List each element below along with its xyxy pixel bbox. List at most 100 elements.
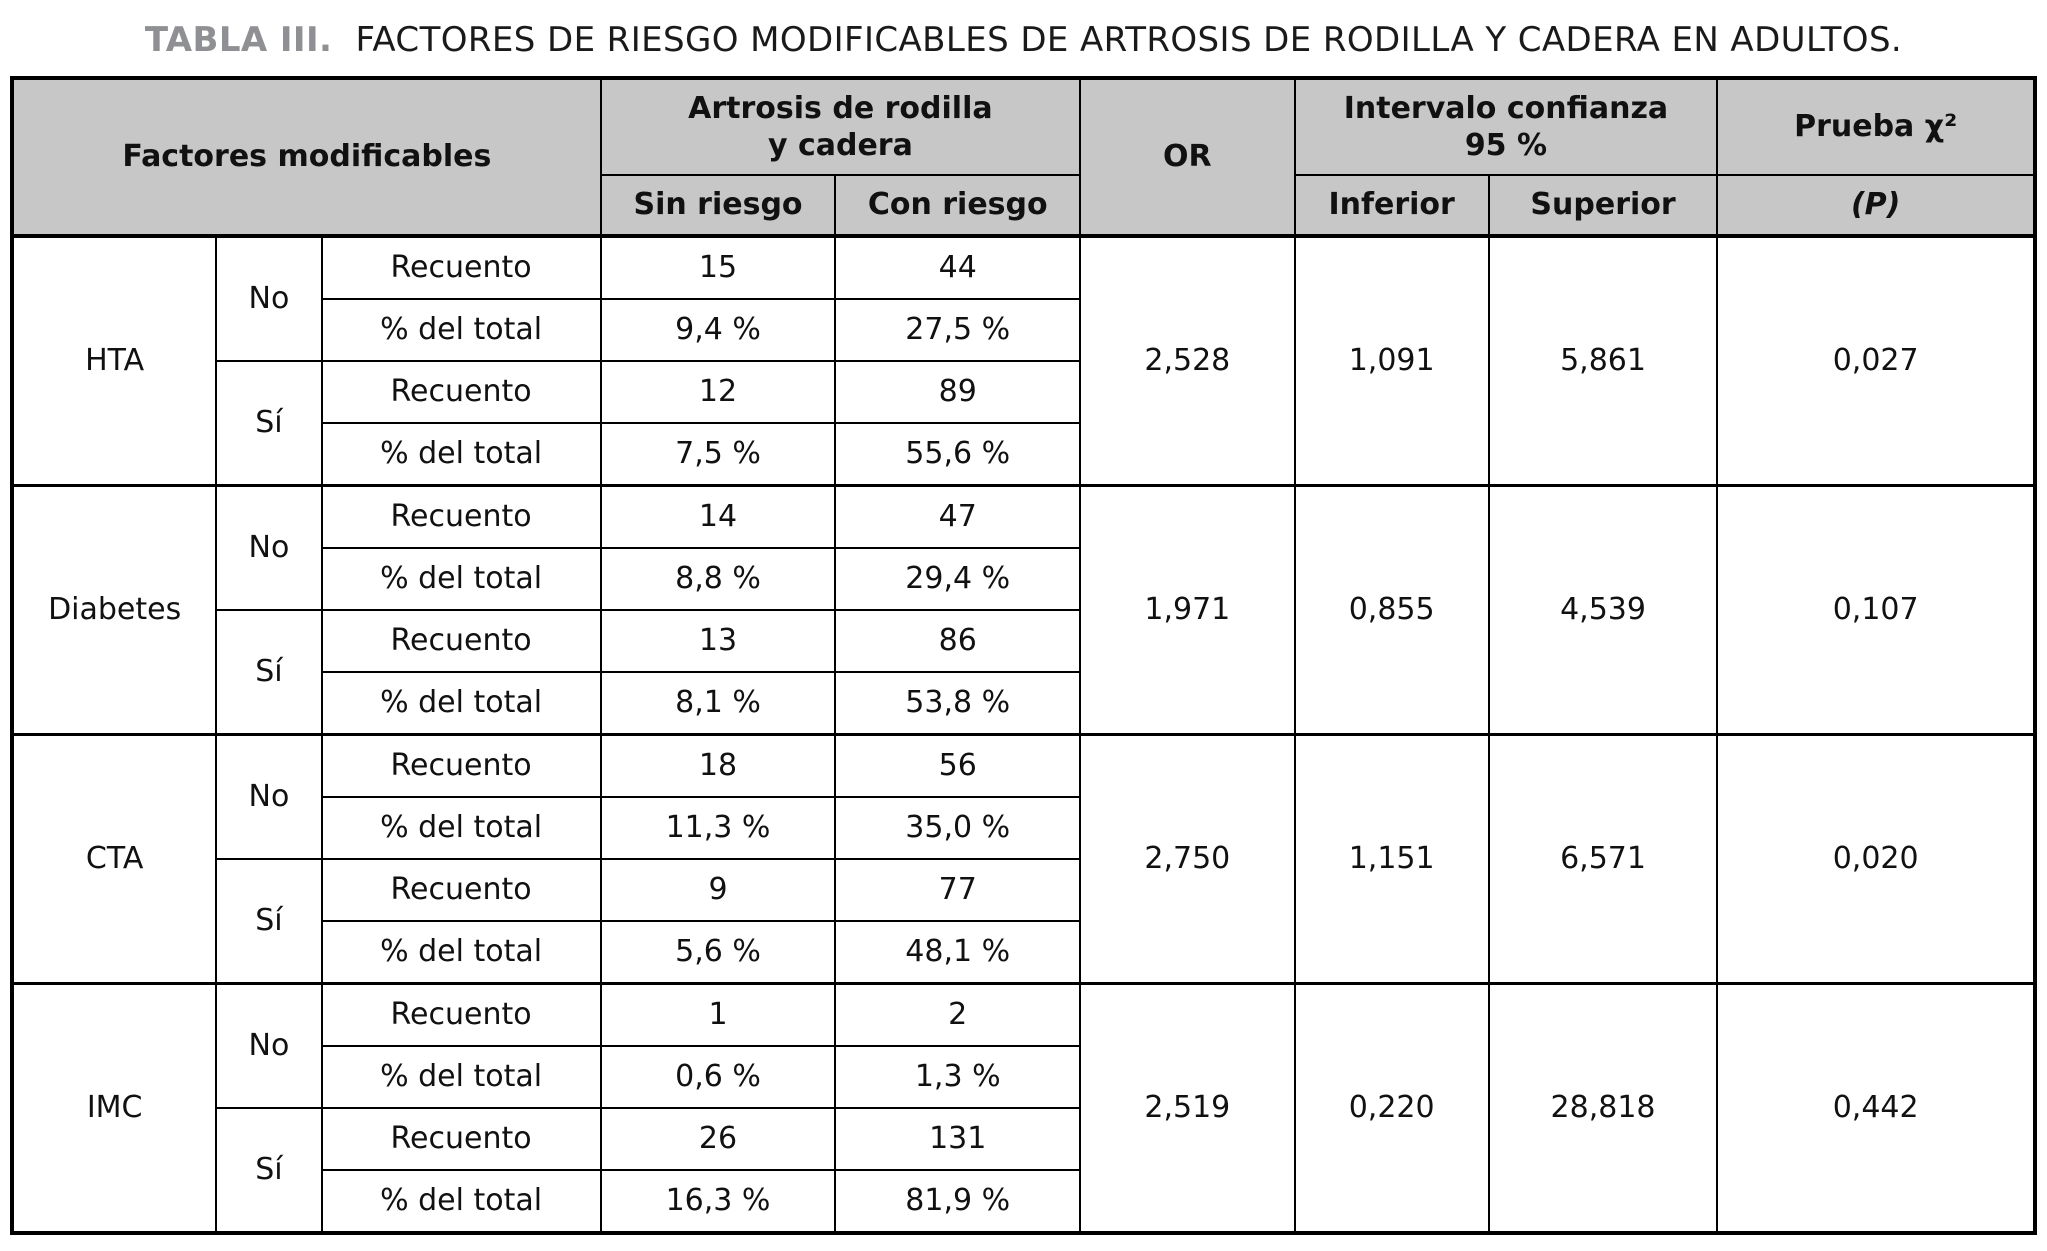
table-title-label: TABLA III. (144, 20, 333, 60)
header-p: (P) (1716, 174, 2036, 237)
factor-name: CTA (10, 733, 218, 985)
table-row: % del total 5,6 % 48,1 % (12, 920, 2035, 985)
factor-name: Diabetes (10, 484, 218, 736)
subgroup-si-label: Sí (215, 609, 323, 736)
row-label-recuento: Recuento (320, 982, 602, 1047)
value-con-riesgo: 53,8 % (834, 671, 1082, 736)
value-con-riesgo: 47 (834, 484, 1082, 549)
value-con-riesgo: 35,0 % (834, 796, 1082, 860)
table-title-text: FACTORES DE RIESGO MODIFICABLES DE ARTRO… (355, 20, 1903, 60)
value-con-riesgo: 81,9 % (834, 1169, 1082, 1234)
value-con-riesgo: 48,1 % (834, 920, 1082, 985)
header-superior: Superior (1487, 174, 1719, 237)
value-sin-riesgo: 13 (599, 609, 837, 673)
row-label-recuento: Recuento (320, 1107, 602, 1171)
factor-group-cta: CTA No Recuento 18 56 2,750 1,151 6,571 … (10, 733, 2036, 985)
header-sin-riesgo: Sin riesgo (599, 174, 837, 237)
ci-superior-value: 5,861 (1487, 234, 1719, 487)
or-value: 2,519 (1079, 982, 1296, 1234)
value-sin-riesgo: 1 (599, 982, 837, 1047)
subgroup-no-label: No (215, 484, 323, 611)
ci-superior-value: 4,539 (1487, 484, 1719, 736)
subgroup-si-label: Sí (215, 1107, 323, 1234)
header-con-riesgo: Con riesgo (834, 174, 1082, 237)
row-label-pct: % del total (320, 547, 602, 611)
table-row: % del total 7,5 % 55,6 % (12, 422, 2035, 487)
value-con-riesgo: 131 (834, 1107, 1082, 1171)
value-sin-riesgo: 9 (599, 858, 837, 922)
ci-superior-value: 28,818 (1487, 982, 1719, 1234)
header-artrosis-rodilla-cadera: Artrosis de rodilla y cadera (599, 77, 1082, 176)
value-sin-riesgo: 15 (599, 234, 837, 300)
row-label-recuento: Recuento (320, 234, 602, 300)
header-inferior: Inferior (1293, 174, 1490, 237)
table-row: Sí Recuento 9 77 (12, 858, 2035, 985)
value-sin-riesgo: 7,5 % (599, 422, 837, 487)
row-label-recuento: Recuento (320, 733, 602, 798)
table-row: % del total 8,1 % 53,8 % (12, 671, 2035, 736)
factor-name: IMC (10, 982, 218, 1234)
table-row: Sí Recuento 12 89 (12, 360, 2035, 487)
table-row: % del total 16,3 % 81,9 % (12, 1169, 2035, 1234)
p-value: 0,027 (1716, 234, 2036, 487)
ci-inferior-value: 1,091 (1293, 234, 1490, 487)
value-sin-riesgo: 18 (599, 733, 837, 798)
value-sin-riesgo: 8,8 % (599, 547, 837, 611)
header-row-2: Sin riesgo Con riesgo Inferior Superior … (12, 174, 2036, 237)
or-value: 1,971 (1079, 484, 1296, 736)
ci-inferior-value: 0,220 (1293, 982, 1490, 1234)
row-label-pct: % del total (320, 920, 602, 985)
table-row: % del total 9,4 % 27,5 % (12, 298, 2035, 362)
or-value: 2,750 (1079, 733, 1296, 985)
factor-group-imc: IMC No Recuento 1 2 2,519 0,220 28,818 0… (10, 982, 2036, 1234)
row-label-pct: % del total (320, 671, 602, 736)
value-sin-riesgo: 16,3 % (599, 1169, 837, 1234)
table-row: % del total 0,6 % 1,3 % (12, 1045, 2035, 1109)
value-sin-riesgo: 14 (599, 484, 837, 549)
row-label-pct: % del total (320, 298, 602, 362)
subgroup-si-label: Sí (215, 858, 323, 985)
value-con-riesgo: 29,4 % (834, 547, 1082, 611)
table-row: IMC No Recuento 1 2 2,519 0,220 28,818 0… (10, 982, 2036, 1234)
or-value: 2,528 (1079, 234, 1296, 487)
value-con-riesgo: 55,6 % (834, 422, 1082, 487)
row-label-recuento: Recuento (320, 484, 602, 549)
row-label-pct: % del total (320, 1045, 602, 1109)
table-row: Diabetes No Recuento 14 47 1,971 0,855 4… (10, 484, 2036, 736)
subgroup-si-label: Sí (215, 360, 323, 487)
factor-group-hta: HTA No Recuento 15 44 2,528 1,091 5,861 … (10, 234, 2036, 487)
row-label-recuento: Recuento (320, 609, 602, 673)
table-title: TABLA III. FACTORES DE RIESGO MODIFICABL… (10, 20, 2037, 60)
value-sin-riesgo: 0,6 % (599, 1045, 837, 1109)
ci-inferior-value: 1,151 (1293, 733, 1490, 985)
row-label-pct: % del total (320, 1169, 602, 1234)
header-or: OR (1079, 77, 1296, 237)
value-sin-riesgo: 11,3 % (599, 796, 837, 860)
risk-factors-table: Factores modificables Artrosis de rodill… (10, 76, 2037, 1235)
subgroup-no-label: No (215, 982, 323, 1109)
value-sin-riesgo: 26 (599, 1107, 837, 1171)
header-row-1: Factores modificables Artrosis de rodill… (11, 77, 2036, 237)
value-con-riesgo: 2 (834, 982, 1082, 1047)
value-con-riesgo: 89 (834, 360, 1082, 424)
row-label-recuento: Recuento (320, 858, 602, 922)
ci-inferior-value: 0,855 (1293, 484, 1490, 736)
header-factores-modificables: Factores modificables (11, 77, 602, 237)
factor-name: HTA (10, 234, 218, 487)
value-sin-riesgo: 8,1 % (599, 671, 837, 736)
value-con-riesgo: 56 (834, 733, 1082, 798)
table-row: % del total 8,8 % 29,4 % (12, 547, 2035, 611)
table-header: Factores modificables Artrosis de rodill… (11, 77, 2036, 237)
table-row: % del total 11,3 % 35,0 % (12, 796, 2035, 860)
factor-group-diabetes: Diabetes No Recuento 14 47 1,971 0,855 4… (10, 484, 2036, 736)
ci-superior-value: 6,571 (1487, 733, 1719, 985)
header-prueba-chi2: Prueba χ² (1716, 77, 2036, 176)
subgroup-no-label: No (215, 234, 323, 362)
table-row: CTA No Recuento 18 56 2,750 1,151 6,571 … (10, 733, 2036, 985)
value-con-riesgo: 77 (834, 858, 1082, 922)
row-label-pct: % del total (320, 422, 602, 487)
subgroup-no-label: No (215, 733, 323, 860)
value-sin-riesgo: 5,6 % (599, 920, 837, 985)
row-label-recuento: Recuento (320, 360, 602, 424)
